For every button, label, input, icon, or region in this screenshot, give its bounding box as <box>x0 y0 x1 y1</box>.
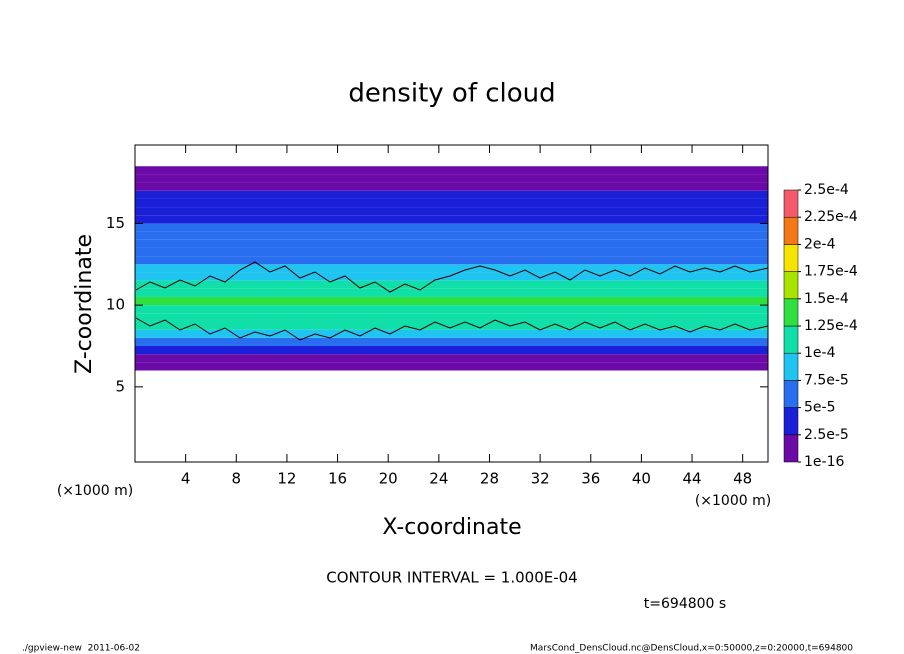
colorbar-label: 2e-4 <box>804 236 836 252</box>
density-band <box>135 247 768 257</box>
colorbar-label: 7.5e-5 <box>804 372 849 388</box>
x-tick-label: 8 <box>232 470 242 488</box>
colorbar-box <box>783 352 799 381</box>
density-band <box>135 280 768 289</box>
colorbar-box <box>783 271 799 300</box>
density-band <box>135 362 768 371</box>
density-band <box>135 256 768 265</box>
density-band <box>135 198 768 208</box>
density-band <box>135 264 768 273</box>
y-tick-label: 5 <box>115 377 125 395</box>
contour-line <box>135 261 769 293</box>
density-band <box>135 272 768 281</box>
x-tick-label: 28 <box>480 470 499 488</box>
density-band <box>135 305 768 314</box>
density-band <box>135 231 768 240</box>
density-band <box>135 354 768 363</box>
density-band <box>135 223 768 232</box>
colorbar-box <box>783 434 799 463</box>
contour-line <box>135 317 769 341</box>
field <box>135 166 768 371</box>
x-tick-label: 24 <box>429 470 448 488</box>
density-band <box>135 174 768 183</box>
colorbar-label: 1e-16 <box>804 454 844 470</box>
y-tick-label: 10 <box>106 296 125 314</box>
plot-frame <box>134 144 769 463</box>
density-band <box>135 321 768 330</box>
x-tick-label: 44 <box>682 470 701 488</box>
x-tick-label: 48 <box>733 470 752 488</box>
density-band <box>135 190 768 199</box>
colorbar-label: 2.5e-4 <box>804 182 849 198</box>
colorbar: 1e-16 2.5e-5 5e-5 7.5e-5 1e-4 1.25e-4 1.5e-4 1.… <box>783 182 858 470</box>
colorbar-box <box>783 216 799 245</box>
density-band <box>135 239 768 248</box>
x-tick-label: 12 <box>277 470 296 488</box>
x-tick-label: 4 <box>181 470 191 488</box>
footer-left: ./gpview-new 2011-06-02 <box>22 644 140 654</box>
density-band <box>135 207 768 216</box>
density-band <box>135 313 768 322</box>
density-band <box>135 337 768 346</box>
density-band <box>135 329 768 338</box>
y-axis-label: Z-coordinate <box>72 234 97 374</box>
colorbar-label: 2.5e-5 <box>804 427 849 443</box>
chart-title: density of cloud <box>348 79 555 109</box>
density-band <box>135 182 768 191</box>
density-band <box>135 215 768 224</box>
contour-lines <box>135 261 769 341</box>
colorbar-box <box>783 380 799 408</box>
x-tick-label: 40 <box>632 470 651 488</box>
density-band <box>135 288 768 297</box>
x-tick-label: 32 <box>531 470 550 488</box>
footer-right: MarsCond_DensCloud.nc@DensCloud,x=0:5000… <box>530 644 853 654</box>
colorbar-label: 1e-4 <box>804 345 836 361</box>
colorbar-box <box>783 325 799 354</box>
colorbar-label: 1.25e-4 <box>804 318 858 334</box>
colorbar-box <box>783 244 799 272</box>
x-tick-label: 20 <box>379 470 398 488</box>
colorbar-label: 2.25e-4 <box>804 209 858 225</box>
x-tick-label: 36 <box>581 470 600 488</box>
colorbar-label: 1.75e-4 <box>804 264 858 280</box>
colorbar-label: 5e-5 <box>804 400 835 416</box>
density-band <box>135 296 768 306</box>
colorbar-box <box>783 407 799 436</box>
x-axis-label: X-coordinate <box>382 515 521 540</box>
density-band <box>135 345 768 355</box>
density-band <box>135 166 768 175</box>
contour-note: CONTOUR INTERVAL = 1.000E-04 <box>326 569 577 587</box>
y-unit: (×1000 m) <box>57 483 133 499</box>
colorbar-box <box>783 298 799 327</box>
y-tick-label: 15 <box>106 214 125 232</box>
time-label: t=694800 s <box>644 596 726 612</box>
colorbar-box <box>783 189 799 218</box>
colorbar-label: 1.5e-4 <box>804 291 849 307</box>
x-unit: (×1000 m) <box>695 493 771 509</box>
x-tick-label: 16 <box>328 470 347 488</box>
